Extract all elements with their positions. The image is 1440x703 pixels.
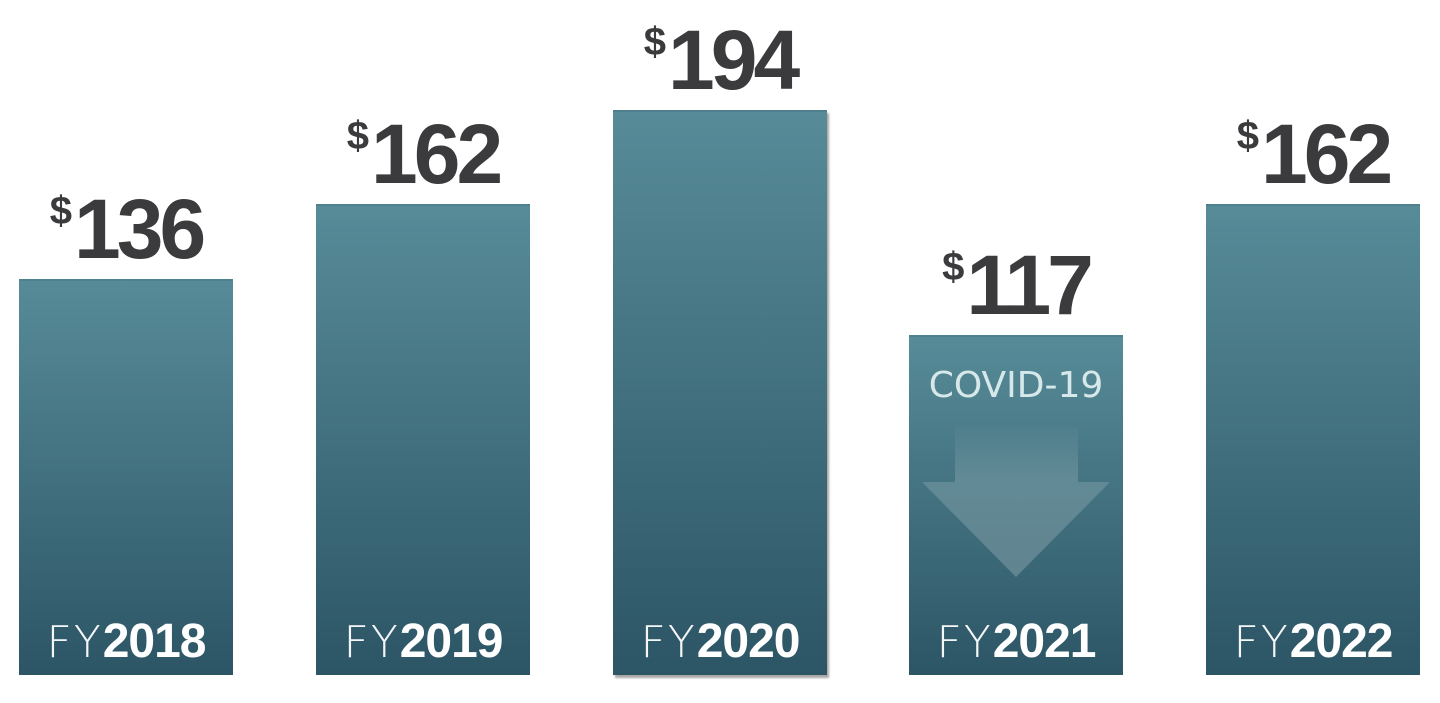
data-label: $136 [19,187,233,271]
currency-symbol: $ [346,113,370,158]
category-label: FY2022 [1206,614,1420,669]
data-label: $162 [1206,112,1420,196]
category-prefix: FY [46,616,103,668]
currency-symbol: $ [942,244,965,289]
bar-fy2022: FY2022 [1206,203,1420,675]
value-number: 162 [1261,106,1393,201]
value-number: 194 [668,13,800,108]
currency-symbol: $ [643,20,667,65]
annotation-text: COVID-19 [928,364,1104,406]
category-year: 2020 [696,614,801,668]
currency-symbol: $ [49,189,73,234]
value-number: 136 [74,182,206,277]
data-label: $117 [909,243,1123,327]
data-label: $194 [613,18,827,102]
bar-fy2020: FY2020 [613,110,827,675]
category-label: FY2020 [613,614,827,669]
category-label: FY2019 [316,614,530,669]
category-prefix: FY [343,616,400,668]
value-number: 162 [371,106,503,201]
category-year: 2021 [992,614,1097,668]
bar-fy2018: FY2018 [19,279,233,675]
currency-symbol: $ [1236,113,1260,158]
value-number: 117 [966,237,1094,332]
down-arrow-icon [922,426,1110,577]
bar-fy2019: FY2019 [316,203,530,675]
bar-fy2021: FY2021 COVID-19 [909,334,1123,675]
data-label: $162 [316,112,530,196]
category-year: 2019 [399,614,504,668]
category-label: FY2021 [909,614,1123,669]
category-year: 2018 [102,614,207,668]
category-prefix: FY [936,616,993,668]
category-label: FY2018 [19,614,233,669]
category-prefix: FY [640,616,697,668]
category-year: 2022 [1289,614,1394,668]
category-prefix: FY [1233,616,1290,668]
